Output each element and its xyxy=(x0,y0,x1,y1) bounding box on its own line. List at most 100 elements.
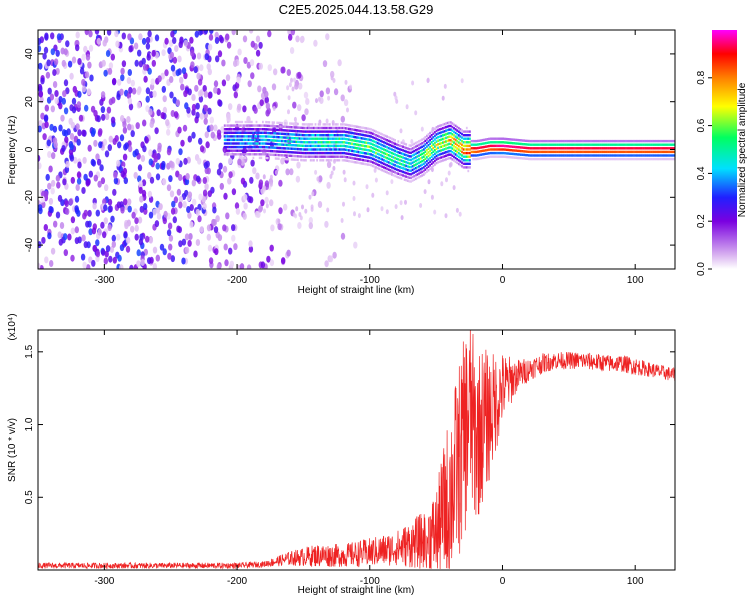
spectrogram-ridge-cell xyxy=(328,137,331,140)
spectrogram-ridge-cell xyxy=(636,143,638,146)
spectrogram-ridge-cell xyxy=(301,144,304,147)
spectrogram-noise-cell xyxy=(54,97,59,105)
spectrogram-ridge-cell xyxy=(456,147,459,150)
spectrogram-ridge-cell xyxy=(400,163,403,166)
spectrogram-ridge-cell xyxy=(282,147,285,150)
spectrogram-ridge-cell xyxy=(295,158,298,161)
spectrogram-noise-cell xyxy=(170,30,175,38)
spectrogram-ridge-cell xyxy=(260,138,263,142)
spectrogram-ridge-cell xyxy=(394,156,396,160)
spectrogram-noise-cell xyxy=(259,99,264,107)
spectrogram-ridge-cell xyxy=(559,154,562,157)
spectrogram-ridge-cell xyxy=(376,152,379,155)
spectrogram-ridge-cell xyxy=(314,141,317,144)
spectrogram-ridge-cell xyxy=(277,121,280,125)
spectrogram-noise-cell xyxy=(201,195,206,203)
spectrogram-ridge-cell xyxy=(432,136,435,139)
spectrogram-ridge-cell xyxy=(317,130,320,133)
spectrogram-ridge-cell xyxy=(472,154,474,157)
spectrogram-noise-cell xyxy=(430,194,434,200)
spectrogram-ridge-cell xyxy=(320,159,323,162)
spectrogram-ridge-cell xyxy=(440,134,443,138)
spectrogram-ridge-cell xyxy=(244,131,247,134)
spectrogram-ridge-cell xyxy=(308,148,310,151)
spectrogram-ytick-label: 0 xyxy=(24,146,35,152)
spectrogram-ridge-cell xyxy=(400,155,403,159)
spectrogram-noise-cell xyxy=(76,138,81,146)
spectrogram-ridge-cell xyxy=(644,150,646,154)
spectrogram-noise-cell xyxy=(317,96,321,102)
spectrogram-ridge-cell xyxy=(524,150,527,153)
spectrogram-noise-cell xyxy=(55,211,61,219)
spectrogram-ridge-cell xyxy=(411,147,414,150)
spectrogram-ridge-cell xyxy=(394,171,396,174)
spectrogram-ridge-cell xyxy=(427,133,430,136)
spectrogram-ridge-cell xyxy=(429,146,431,149)
colorbar-gradient xyxy=(712,30,737,269)
spectrogram-ridge-cell xyxy=(225,131,228,134)
spectrogram-noise-cell xyxy=(343,177,347,183)
spectrogram-noise-cell xyxy=(83,241,89,249)
spectrogram-noise-cell xyxy=(84,71,90,79)
spectrogram-noise-cell xyxy=(40,112,45,120)
spectrogram-ridge-cell xyxy=(623,139,626,143)
spectrogram-noise-cell xyxy=(216,129,222,137)
spectrogram-ridge-cell xyxy=(367,159,369,163)
spectrogram-noise-cell xyxy=(327,95,331,101)
spectrogram-ridge-cell xyxy=(263,153,266,156)
spectrogram-noise-cell xyxy=(81,234,86,242)
spectrogram-ridge-cell xyxy=(572,157,575,161)
spectrogram-ridge-cell xyxy=(653,147,656,150)
spectrogram-ridge-cell xyxy=(349,142,352,145)
spectrogram-noise-cell xyxy=(365,184,369,190)
spectrogram-ridge-cell xyxy=(547,143,549,146)
spectrogram-ridge-cell xyxy=(360,140,363,144)
spectrogram-ridge-cell xyxy=(391,166,393,169)
spectrogram-noise-cell xyxy=(217,234,223,242)
spectrogram-noise-cell xyxy=(63,107,69,115)
spectrogram-ridge-cell xyxy=(555,139,557,143)
spectrogram-ridge-cell xyxy=(424,143,427,146)
spectrogram-noise-cell xyxy=(100,221,105,229)
spectrogram-ridge-cell xyxy=(381,169,384,172)
spectrogram-noise-cell xyxy=(235,207,241,215)
spectrogram-noise-cell xyxy=(353,241,358,249)
spectrogram-ridge-cell xyxy=(435,147,438,150)
spectrogram-noise-cell xyxy=(108,135,114,143)
spectrogram-noise-cell xyxy=(48,205,53,213)
spectrogram-ridge-cell xyxy=(513,138,516,141)
spectrogram-xtick-label: -300 xyxy=(94,275,114,286)
spectrogram-ridge-cell xyxy=(442,130,444,134)
spectrogram-ridge-cell xyxy=(618,139,621,143)
spectrogram-ridge-cell xyxy=(392,138,395,141)
spectrogram-ridge-cell xyxy=(230,124,232,127)
spectrogram-ridge-cell xyxy=(413,160,416,163)
spectrogram-ridge-cell xyxy=(607,147,610,150)
spectrogram-ridge-cell xyxy=(657,154,659,157)
spectrogram-ridge-cell xyxy=(456,154,459,157)
spectrogram-ridge-cell xyxy=(492,144,495,148)
spectrogram-ridge-cell xyxy=(414,174,417,177)
spectrogram-noise-cell xyxy=(207,244,213,252)
spectrogram-ridge-cell xyxy=(480,149,482,153)
spectrogram-ridge-cell xyxy=(381,147,384,150)
spectrogram-ridge-cell xyxy=(494,148,497,151)
spectrogram-noise-cell xyxy=(226,41,232,49)
spectrogram-ridge-cell xyxy=(316,130,318,133)
spectrogram-ridge-cell xyxy=(317,148,320,151)
spectrogram-ridge-cell xyxy=(367,145,369,148)
spectrogram-ridge-cell xyxy=(250,138,253,142)
spectrogram-ridge-cell xyxy=(305,148,307,151)
spectrogram-ridge-cell xyxy=(308,144,310,148)
spectrogram-noise-cell xyxy=(60,114,65,122)
spectrogram-ridge-cell xyxy=(373,136,376,140)
spectrogram-ridge-cell xyxy=(590,150,592,154)
spectrogram-ridge-cell xyxy=(451,158,454,161)
spectrogram-ridge-cell xyxy=(628,157,631,161)
spectrogram-ridge-cell xyxy=(378,164,381,167)
spectrogram-noise-cell xyxy=(93,139,98,147)
spectrogram-noise-cell xyxy=(271,83,277,91)
spectrogram-ridge-cell xyxy=(335,130,338,133)
spectrogram-ridge-cell xyxy=(669,154,672,157)
